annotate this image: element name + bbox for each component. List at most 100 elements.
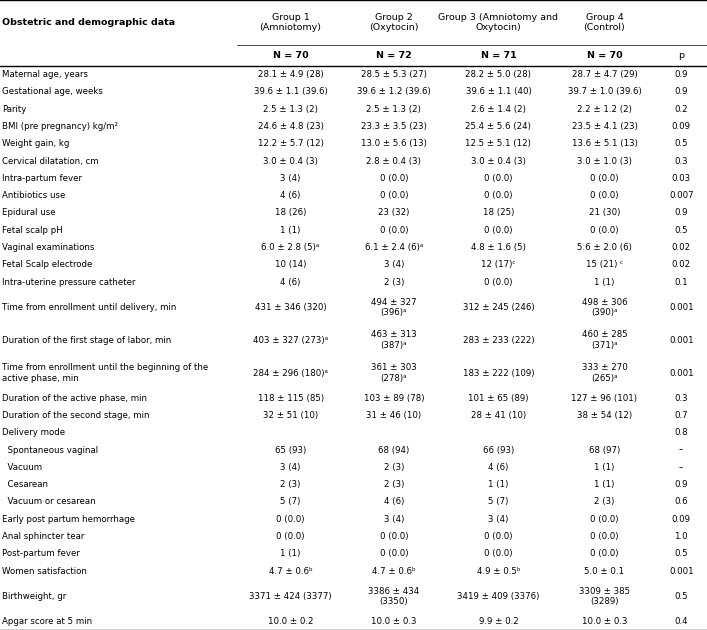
Text: 68 (97): 68 (97): [589, 445, 620, 454]
Text: Group 2
(Oxytocin): Group 2 (Oxytocin): [369, 13, 419, 32]
Text: 183 ± 222 (109): 183 ± 222 (109): [462, 369, 534, 377]
Text: 3371 ± 424 (3377): 3371 ± 424 (3377): [250, 592, 332, 601]
Text: 312 ± 245 (246): 312 ± 245 (246): [462, 303, 534, 312]
Text: 0.02: 0.02: [672, 243, 691, 252]
Text: 1 (1): 1 (1): [595, 463, 614, 472]
Text: 28.1 ± 4.9 (28): 28.1 ± 4.9 (28): [258, 70, 323, 79]
Text: 4.9 ± 0.5ᵇ: 4.9 ± 0.5ᵇ: [477, 566, 520, 576]
Text: 5.6 ± 2.0 (6): 5.6 ± 2.0 (6): [577, 243, 632, 252]
Text: 0 (0.0): 0 (0.0): [484, 226, 513, 235]
Text: Cervical dilatation, cm: Cervical dilatation, cm: [2, 156, 99, 166]
Text: 28.7 ± 4.7 (29): 28.7 ± 4.7 (29): [572, 70, 637, 79]
Text: 0 (0.0): 0 (0.0): [380, 532, 408, 541]
Text: 4 (6): 4 (6): [384, 498, 404, 507]
Text: Anal sphincter tear: Anal sphincter tear: [2, 532, 85, 541]
Text: Post-partum fever: Post-partum fever: [2, 549, 80, 558]
Text: 0 (0.0): 0 (0.0): [484, 278, 513, 287]
Text: 24.6 ± 4.8 (23): 24.6 ± 4.8 (23): [257, 122, 324, 131]
Text: 1 (1): 1 (1): [489, 480, 508, 489]
Text: Group 4
(Control): Group 4 (Control): [583, 13, 626, 32]
Text: 431 ± 346 (320): 431 ± 346 (320): [255, 303, 327, 312]
Text: 2.2 ± 1.2 (2): 2.2 ± 1.2 (2): [577, 105, 632, 113]
Text: 0.6: 0.6: [674, 498, 688, 507]
Text: N = 72: N = 72: [376, 51, 411, 60]
Text: 21 (30): 21 (30): [589, 209, 620, 217]
Text: 3419 ± 409 (3376): 3419 ± 409 (3376): [457, 592, 539, 601]
Text: 0.9: 0.9: [674, 88, 688, 96]
Text: 118 ± 115 (85): 118 ± 115 (85): [257, 394, 324, 403]
Text: 31 ± 46 (10): 31 ± 46 (10): [366, 411, 421, 420]
Text: Duration of the active phase, min: Duration of the active phase, min: [2, 394, 147, 403]
Text: 0.001: 0.001: [669, 336, 694, 345]
Text: 3386 ± 434
(3350): 3386 ± 434 (3350): [368, 587, 419, 606]
Text: 0.8: 0.8: [674, 428, 688, 437]
Text: 0 (0.0): 0 (0.0): [590, 191, 619, 200]
Text: –: –: [679, 445, 684, 454]
Text: 0.09: 0.09: [672, 515, 691, 524]
Text: 0 (0.0): 0 (0.0): [590, 515, 619, 524]
Text: 5 (7): 5 (7): [281, 498, 300, 507]
Text: 0.9: 0.9: [674, 209, 688, 217]
Text: 3.0 ± 1.0 (3): 3.0 ± 1.0 (3): [577, 156, 632, 166]
Text: 2.5 ± 1.3 (2): 2.5 ± 1.3 (2): [263, 105, 318, 113]
Text: 0 (0.0): 0 (0.0): [380, 174, 408, 183]
Text: 15 (21) ᶜ: 15 (21) ᶜ: [586, 260, 623, 270]
Text: 0.9: 0.9: [674, 480, 688, 489]
Text: Vacuum: Vacuum: [2, 463, 42, 472]
Text: 13.6 ± 5.1 (13): 13.6 ± 5.1 (13): [571, 139, 638, 148]
Text: 39.6 ± 1.1 (39.6): 39.6 ± 1.1 (39.6): [254, 88, 327, 96]
Text: Early post partum hemorrhage: Early post partum hemorrhage: [2, 515, 135, 524]
Text: Time from enrollment until the beginning of the
active phase, min: Time from enrollment until the beginning…: [2, 364, 209, 383]
Text: Maternal age, years: Maternal age, years: [2, 70, 88, 79]
Text: 2 (3): 2 (3): [384, 480, 404, 489]
Text: 284 ± 296 (180)ᵃ: 284 ± 296 (180)ᵃ: [253, 369, 328, 377]
Text: 0.5: 0.5: [674, 226, 688, 235]
Text: 39.7 ± 1.0 (39.6): 39.7 ± 1.0 (39.6): [568, 88, 641, 96]
Text: Duration of the first stage of labor, min: Duration of the first stage of labor, mi…: [2, 336, 171, 345]
Text: 103 ± 89 (78): 103 ± 89 (78): [363, 394, 424, 403]
Text: 0.7: 0.7: [674, 411, 688, 420]
Text: 3 (4): 3 (4): [384, 515, 404, 524]
Text: 0 (0.0): 0 (0.0): [380, 226, 408, 235]
Text: 32 ± 51 (10): 32 ± 51 (10): [263, 411, 318, 420]
Text: 5 (7): 5 (7): [489, 498, 508, 507]
Text: 0 (0.0): 0 (0.0): [484, 174, 513, 183]
Text: 0 (0.0): 0 (0.0): [484, 191, 513, 200]
Text: 0.09: 0.09: [672, 122, 691, 131]
Text: Time from enrollment until delivery, min: Time from enrollment until delivery, min: [2, 303, 177, 312]
Text: 0 (0.0): 0 (0.0): [276, 532, 305, 541]
Text: 494 ± 327
(396)ᵃ: 494 ± 327 (396)ᵃ: [371, 297, 416, 317]
Text: 13.0 ± 5.6 (13): 13.0 ± 5.6 (13): [361, 139, 427, 148]
Text: Birthweight, gr: Birthweight, gr: [2, 592, 66, 601]
Text: 1 (1): 1 (1): [281, 549, 300, 558]
Text: 1 (1): 1 (1): [281, 226, 300, 235]
Text: 0.03: 0.03: [672, 174, 691, 183]
Text: N = 70: N = 70: [273, 51, 308, 60]
Text: 4 (6): 4 (6): [489, 463, 508, 472]
Text: N = 71: N = 71: [481, 51, 516, 60]
Text: 1.0: 1.0: [674, 532, 688, 541]
Text: Weight gain, kg: Weight gain, kg: [2, 139, 69, 148]
Text: Obstetric and demographic data: Obstetric and demographic data: [2, 18, 175, 27]
Text: 0 (0.0): 0 (0.0): [276, 515, 305, 524]
Text: 0 (0.0): 0 (0.0): [590, 549, 619, 558]
Text: 2.6 ± 1.4 (2): 2.6 ± 1.4 (2): [471, 105, 526, 113]
Text: 38 ± 54 (12): 38 ± 54 (12): [577, 411, 632, 420]
Text: 3 (4): 3 (4): [281, 463, 300, 472]
Text: 4 (6): 4 (6): [281, 191, 300, 200]
Text: 0.007: 0.007: [669, 191, 694, 200]
Text: 0.001: 0.001: [669, 303, 694, 312]
Text: 6.0 ± 2.8 (5)ᵃ: 6.0 ± 2.8 (5)ᵃ: [262, 243, 320, 252]
Text: 6.1 ± 2.4 (6)ᵃ: 6.1 ± 2.4 (6)ᵃ: [365, 243, 423, 252]
Text: Delivery mode: Delivery mode: [2, 428, 65, 437]
Text: 0.5: 0.5: [674, 592, 688, 601]
Text: 0 (0.0): 0 (0.0): [590, 226, 619, 235]
Text: 0.5: 0.5: [674, 139, 688, 148]
Text: Group 1
(Amniotomy): Group 1 (Amniotomy): [259, 13, 322, 32]
Text: 0.001: 0.001: [669, 566, 694, 576]
Text: 1 (1): 1 (1): [595, 278, 614, 287]
Text: 68 (94): 68 (94): [378, 445, 409, 454]
Text: 333 ± 270
(265)ᵃ: 333 ± 270 (265)ᵃ: [582, 364, 627, 383]
Text: 0.1: 0.1: [674, 278, 688, 287]
Text: 4.7 ± 0.6ᵇ: 4.7 ± 0.6ᵇ: [269, 566, 312, 576]
